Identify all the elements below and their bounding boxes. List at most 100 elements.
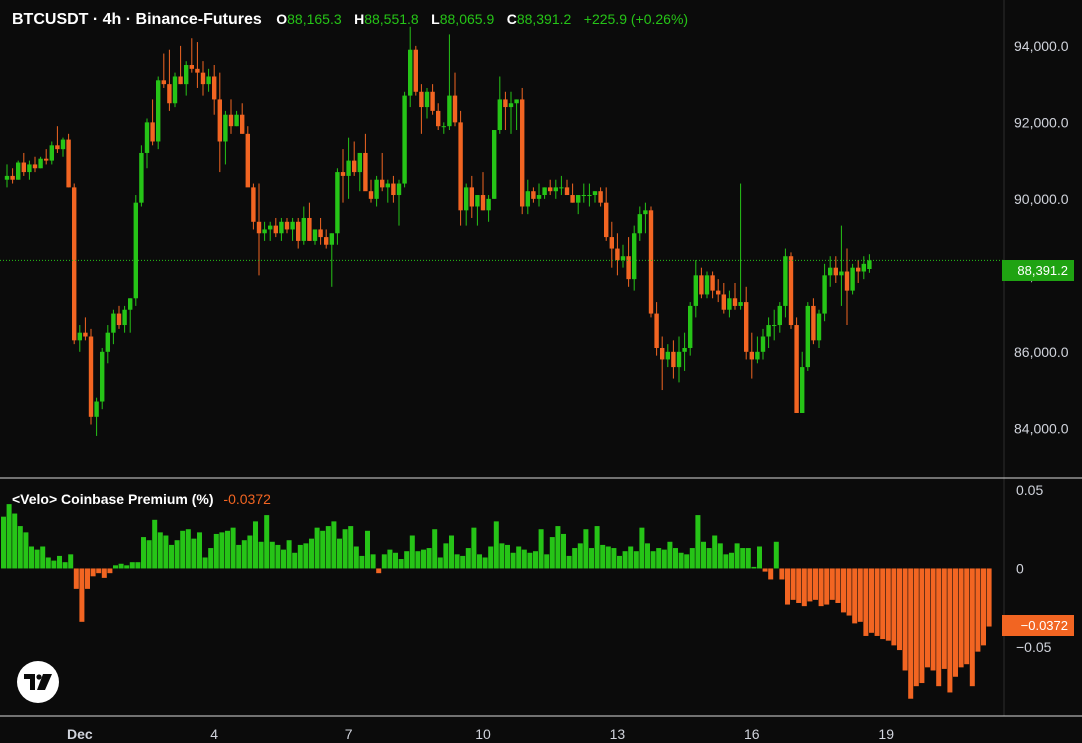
candle-body bbox=[514, 99, 519, 104]
premium-bar bbox=[85, 568, 90, 589]
candle-body bbox=[816, 313, 822, 341]
candle-body bbox=[727, 298, 732, 310]
candle-body bbox=[32, 164, 38, 169]
premium-bar bbox=[57, 555, 62, 569]
time-tick-label: 7 bbox=[345, 726, 353, 742]
candle-body bbox=[469, 187, 474, 207]
candle-body bbox=[811, 305, 816, 341]
premium-bar bbox=[544, 554, 550, 569]
candle-body bbox=[844, 271, 850, 291]
premium-bar bbox=[863, 568, 869, 636]
premium-bar bbox=[348, 526, 354, 569]
premium-bar bbox=[208, 548, 214, 569]
candle-body bbox=[262, 229, 267, 234]
candle-body bbox=[396, 183, 402, 196]
candle-body bbox=[833, 267, 838, 276]
premium-bar bbox=[656, 548, 662, 569]
candle-body bbox=[27, 164, 32, 173]
candle-body bbox=[788, 256, 794, 326]
candle-body bbox=[856, 267, 861, 272]
candle-body bbox=[850, 267, 855, 291]
premium-bar bbox=[90, 568, 96, 577]
candle-body bbox=[570, 195, 575, 203]
candle-body bbox=[200, 72, 206, 85]
premium-bar bbox=[583, 529, 589, 569]
premium-bar bbox=[342, 529, 348, 569]
price-tick-label: 84,000.0 bbox=[1014, 420, 1069, 436]
candle-body bbox=[178, 76, 183, 85]
candle-body bbox=[245, 133, 250, 188]
indicator-value: -0.0372 bbox=[223, 491, 271, 507]
candle-body bbox=[111, 313, 116, 333]
candle-body bbox=[391, 183, 396, 196]
premium-bar bbox=[796, 568, 802, 603]
premium-bar bbox=[885, 568, 891, 641]
premium-bar bbox=[941, 568, 947, 669]
premium-bar bbox=[740, 548, 746, 569]
premium-bar bbox=[835, 568, 841, 603]
candle-body bbox=[419, 91, 424, 108]
premium-bar bbox=[785, 568, 790, 605]
premium-bar bbox=[762, 568, 768, 572]
premium-bar bbox=[488, 546, 494, 569]
premium-bar bbox=[107, 568, 113, 574]
candle-body bbox=[800, 367, 805, 413]
premium-bar bbox=[157, 532, 163, 569]
premium-bar bbox=[729, 552, 734, 569]
candle-body bbox=[542, 187, 547, 196]
candle-body bbox=[256, 221, 262, 234]
candle-body bbox=[508, 103, 514, 108]
candle-body bbox=[458, 122, 463, 211]
candle-body bbox=[615, 248, 620, 261]
premium-tick-label: 0.05 bbox=[1016, 482, 1043, 498]
candle-body bbox=[783, 256, 788, 306]
high-value: 88,551.8 bbox=[364, 11, 419, 27]
candle-body bbox=[682, 347, 687, 352]
premium-bar bbox=[594, 526, 600, 569]
premium-bar bbox=[981, 568, 986, 646]
candle-body bbox=[212, 76, 217, 100]
candle-body bbox=[66, 139, 71, 188]
premium-bar bbox=[23, 532, 29, 569]
candle-body bbox=[520, 99, 525, 207]
candle-body bbox=[760, 336, 766, 352]
tradingview-logo[interactable] bbox=[17, 661, 59, 703]
candle-body bbox=[424, 91, 430, 108]
candle-body bbox=[374, 179, 379, 199]
candle-body bbox=[10, 175, 15, 180]
candle-body bbox=[60, 139, 66, 150]
premium-bar bbox=[174, 540, 180, 569]
premium-bar bbox=[73, 568, 79, 589]
candle-body bbox=[632, 233, 637, 280]
premium-bar bbox=[723, 554, 729, 569]
change-value: +225.9 (+0.26%) bbox=[583, 11, 689, 27]
premium-bar bbox=[471, 527, 477, 569]
premium-bar bbox=[493, 521, 499, 569]
price-tick-label: 86,000.0 bbox=[1014, 344, 1069, 360]
premium-bar bbox=[628, 546, 634, 569]
premium-bar bbox=[17, 526, 23, 569]
time-tick-label: 10 bbox=[475, 726, 491, 742]
premium-bar bbox=[264, 515, 270, 569]
price-tick-label: 90,000.0 bbox=[1014, 191, 1069, 207]
candle-body bbox=[223, 114, 228, 142]
candle-body bbox=[503, 99, 508, 108]
premium-bar bbox=[124, 565, 130, 569]
candle-body bbox=[240, 114, 245, 134]
candle-body bbox=[296, 221, 301, 241]
premium-bar bbox=[314, 527, 320, 569]
premium-bar bbox=[426, 548, 432, 569]
premium-bar bbox=[219, 532, 225, 569]
candle-body bbox=[184, 65, 189, 85]
candle-body bbox=[38, 158, 43, 169]
premium-bar bbox=[118, 563, 124, 569]
premium-bar bbox=[880, 568, 886, 640]
premium-bar bbox=[689, 548, 695, 569]
candle-body bbox=[234, 114, 239, 127]
premium-bar bbox=[51, 560, 57, 569]
premium-bar bbox=[673, 548, 678, 569]
time-tick-label: 13 bbox=[610, 726, 626, 742]
candle-body bbox=[139, 152, 144, 203]
candle-body bbox=[352, 160, 357, 173]
